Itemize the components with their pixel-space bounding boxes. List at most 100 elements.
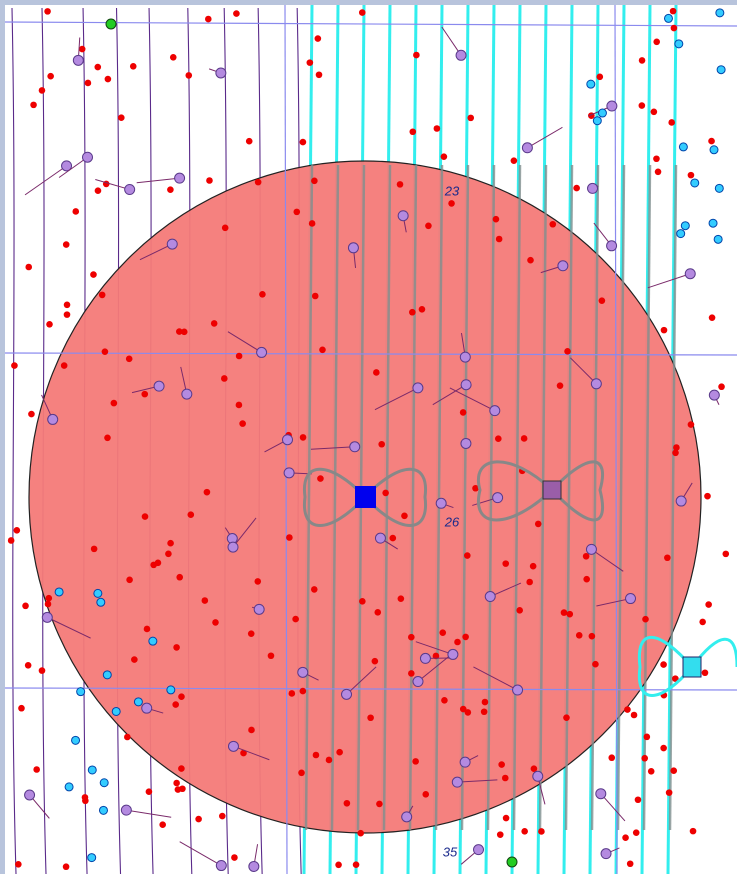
well-dot [481,698,489,706]
well-dot [62,241,70,248]
well-purple [557,260,569,272]
well-dot [664,554,671,562]
well-dot [502,814,510,822]
well-dot [573,184,580,192]
well-purple [512,684,524,696]
well-cyan [99,778,109,788]
well-dot [173,779,180,787]
well-dot [325,756,333,764]
well-dot [206,177,213,184]
well-dot [687,421,695,428]
well-dot [239,420,246,427]
well-dot [668,119,676,126]
well-purple [341,688,353,700]
well-dot [124,733,131,741]
well-purple [532,770,544,782]
well-dot [169,53,177,61]
well-pad-purple [542,480,562,500]
well-dot [187,511,195,518]
well-dot [44,8,51,15]
well-dot [549,220,557,228]
well-dot [669,7,677,15]
well-dot [418,306,426,313]
section-line [4,687,737,691]
well-dot [210,320,218,327]
well-dot [15,860,22,868]
well-dot [521,828,528,835]
well-dot [441,697,448,704]
lateral [434,164,444,831]
well-dot [378,440,385,448]
well-dot [167,539,174,547]
well-dot [624,706,631,713]
well-dot [653,38,661,46]
well-dot [312,751,320,759]
well-dot [563,714,570,721]
well-dot [60,362,68,369]
well-cyan [166,685,176,695]
well-dot [722,550,730,558]
well-purple [401,811,413,823]
well-dot [306,59,314,66]
well-dot [28,410,35,418]
well-dot [141,513,149,520]
well-purple [81,151,93,163]
well-stick [591,548,624,572]
well-stick [47,616,91,639]
well-dot [343,799,351,807]
well-cyan [87,765,97,775]
well-dot [11,362,18,369]
well-dot [63,301,71,309]
well-dot [699,618,706,626]
well-dot [336,748,343,756]
well-stick [415,641,454,655]
well-purple [451,776,463,788]
well-dot [63,311,71,318]
well-purple [419,652,431,664]
well-cyan [714,183,724,193]
well-dot [643,733,651,741]
well-purple [215,67,227,79]
well-cyan [98,805,108,815]
well-purple [585,543,597,555]
well-dot [98,291,106,299]
well-purple [606,240,618,252]
well-dot [448,200,455,207]
well-purple [397,210,409,222]
well-purple [153,380,165,392]
well-stick [490,582,522,598]
well-dot [292,615,299,623]
well-dot [286,534,293,541]
well-dot [299,434,307,441]
well-dot [72,208,80,215]
well-dot [118,114,125,122]
well-purple [174,172,186,184]
well-purple [492,492,504,504]
well-stick [596,598,631,607]
well-dot [583,575,590,583]
well-dot [231,854,238,861]
well-dot [520,435,528,442]
well-dot [641,754,649,762]
well-stick [24,165,67,196]
well-dot [560,609,568,616]
well-dot [516,607,523,614]
well-dot [687,171,695,179]
well-dot [247,630,255,637]
well-dot [556,382,564,389]
well-cyan [715,8,725,18]
well-dot [101,348,109,355]
well-dot [382,489,389,497]
well-dot [18,704,25,712]
well-stick [473,666,518,691]
well-dot [708,137,715,145]
well-dot [78,45,86,53]
lateral [486,164,496,831]
well-stick [441,26,462,56]
section-line [614,4,618,874]
well-dot [317,475,324,482]
well-purple [708,389,720,401]
well-purple [141,702,153,714]
well-dot [221,375,228,382]
lateral [590,164,600,831]
